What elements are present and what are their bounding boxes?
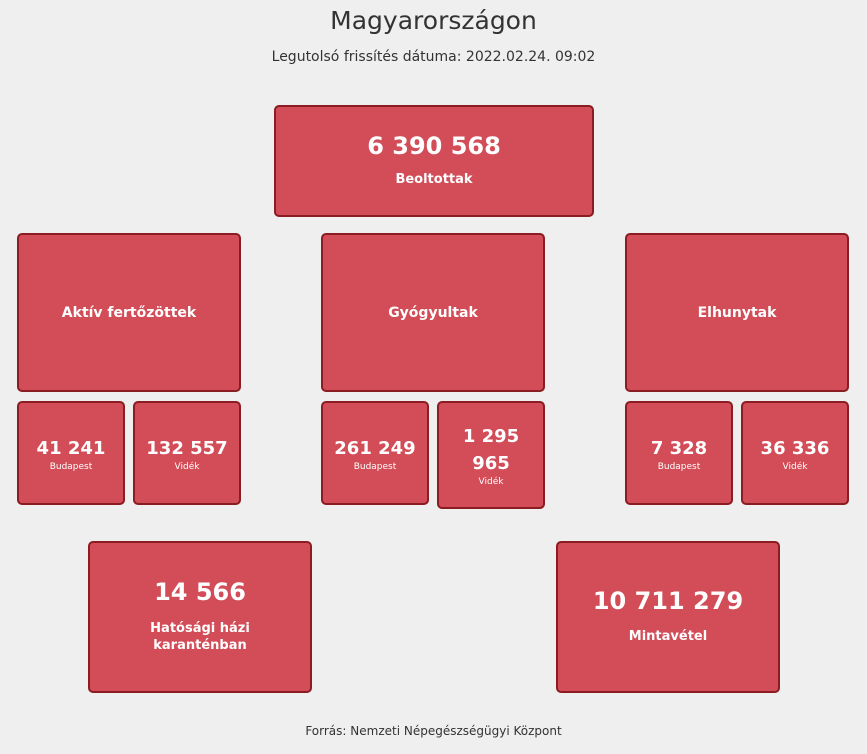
deceased-videk-value: 36 336 (760, 437, 830, 459)
deceased-label: Elhunytak (697, 304, 777, 321)
recovered-budapest-card: 261 249 Budapest (321, 401, 429, 505)
quarantine-card: 14 566 Hatósági házi karanténban (88, 541, 312, 693)
page-title: Magyarországon (330, 6, 537, 35)
recovered-videk-card: 1 295 965 Vidék (437, 401, 545, 509)
vaccinated-label: Beoltottak (395, 172, 473, 188)
deceased-videk-card: 36 336 Vidék (741, 401, 849, 505)
source-footer: Forrás: Nemzeti Népegészségügyi Központ (305, 724, 562, 738)
recovered-videk-label: Vidék (478, 477, 504, 487)
sampling-label: Mintavétel (628, 629, 708, 645)
deceased-budapest-card: 7 328 Budapest (625, 401, 733, 505)
active-infected-card: Aktív fertőzöttek (17, 233, 241, 392)
active-infected-budapest-value: 41 241 (36, 437, 106, 459)
active-infected-budapest-card: 41 241 Budapest (17, 401, 125, 505)
deceased-videk-label: Vidék (782, 461, 808, 472)
last-updated-text: Legutolsó frissítés dátuma: 2022.02.24. … (271, 49, 596, 65)
sampling-card: 10 711 279 Mintavétel (556, 541, 780, 693)
quarantine-label: Hatósági házi karanténban (150, 620, 250, 653)
active-infected-videk-value: 132 557 (146, 437, 228, 459)
active-infected-videk-label: Vidék (174, 461, 200, 472)
quarantine-value: 14 566 (154, 578, 246, 607)
deceased-budapest-label: Budapest (657, 461, 701, 472)
active-infected-label: Aktív fertőzöttek (61, 304, 197, 321)
recovered-budapest-label: Budapest (353, 461, 397, 472)
deceased-card: Elhunytak (625, 233, 849, 392)
recovered-videk-value: 1 295 965 (462, 426, 520, 474)
recovered-budapest-value: 261 249 (334, 437, 416, 459)
vaccinated-value: 6 390 568 (367, 131, 501, 160)
vaccinated-card: 6 390 568 Beoltottak (274, 105, 594, 217)
recovered-card: Gyógyultak (321, 233, 545, 392)
deceased-budapest-value: 7 328 (650, 437, 708, 459)
recovered-label: Gyógyultak (388, 304, 478, 321)
active-infected-budapest-label: Budapest (49, 461, 93, 472)
sampling-value: 10 711 279 (592, 586, 744, 615)
active-infected-videk-card: 132 557 Vidék (133, 401, 241, 505)
